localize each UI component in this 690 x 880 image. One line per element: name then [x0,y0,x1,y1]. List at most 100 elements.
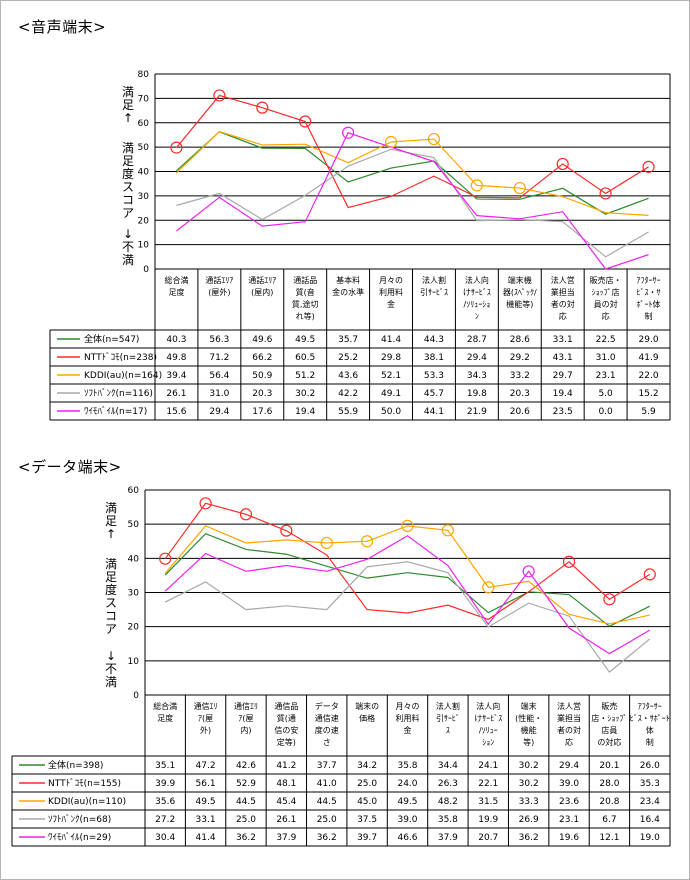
category-label: 金 [404,725,412,735]
highlight-marker [213,89,226,102]
category-label: 店員 [601,725,617,735]
category-label: 業担当 [551,287,575,297]
category-label: 質(通 [277,713,296,723]
data-value: 29.8 [381,353,401,363]
highlight-marker [642,160,655,173]
data-value: 44.5 [236,797,256,807]
highlight-marker [170,141,183,154]
data-value: 47.2 [196,761,216,771]
category-label: 金の水準 [332,287,364,297]
series-line [176,131,649,215]
data-value: 31.0 [209,389,229,399]
category-label: 法人割 [436,701,460,711]
category-label: 法人割 [422,275,446,285]
data-value: 45.4 [276,797,296,807]
series-line [176,130,649,216]
series-line [176,148,649,258]
data-value: 19.4 [553,389,573,399]
legend-label: 全体(n=547) [84,333,139,345]
y-tick-label: 0 [143,265,149,275]
data-value: 26.1 [276,815,296,825]
voice-section-title: <音声端末> [18,18,107,36]
data-value: 28.6 [510,335,530,345]
category-label: さ [323,738,331,747]
category-label: 内) [240,725,251,735]
data-value: 16.4 [640,815,660,825]
data-value: 49.1 [381,389,401,399]
category-label: 引ｻｰﾋﾞｽ [420,288,448,297]
data-value: 0.0 [598,407,613,417]
category-label: 法人向 [465,275,489,285]
category-label: 応 [602,311,610,321]
y-tick-label: 60 [128,486,140,496]
data-value: 49.5 [397,797,417,807]
data-value: 39.0 [559,779,579,789]
data-value: 56.4 [209,371,229,381]
highlight-marker [361,535,374,548]
category-label: 機能 [521,725,537,735]
category-label: 通信ｴﾘ [194,701,218,711]
voice-ylabel-mid: 満足度スコア [121,141,134,220]
y-tick-label: 60 [138,119,150,129]
category-label: 法人営 [551,275,575,285]
highlight-marker [256,101,269,114]
data-value: 29.4 [209,407,229,417]
y-tick-label: 80 [138,70,150,80]
category-label: (屋外) [208,287,230,297]
category-label: データ [315,701,339,711]
y-tick-label: 30 [128,589,140,599]
category-label: 応 [559,311,567,321]
series-line [164,533,651,628]
category-label: 機能等) [506,299,533,309]
data-value: 42.2 [338,389,358,399]
data-value: 20.8 [599,797,619,807]
data-value: 43.6 [338,371,358,381]
data-value: 37.9 [276,833,296,843]
data-value: 39.9 [155,779,175,789]
category-label: 度の速 [315,725,339,735]
highlight-marker [522,565,535,578]
category-label: 総合満 [164,275,188,285]
category-label: ｼｮﾝ [482,738,494,747]
data-value: 52.9 [236,779,256,789]
legend-label: ｿﾌﾄﾊﾞﾝｸ(n=68) [48,814,111,825]
highlight-marker [603,593,616,606]
series-line [175,94,649,209]
category-label: 月々の [396,702,420,711]
legend-label: 全体(n=398) [48,759,103,771]
data-value: 23.1 [559,815,579,825]
category-label: 通信品 [274,701,298,711]
data-value: 25.0 [317,815,337,825]
highlight-marker [556,157,569,171]
data-value: 35.7 [338,335,358,345]
data-value: 28.0 [599,779,619,789]
category-label: (屋内) [251,287,273,297]
highlight-marker [384,135,398,149]
data-value: 41.4 [196,833,216,843]
data-value: 25.0 [357,779,377,789]
data-value: 49.5 [295,335,315,345]
legend-label: KDDI(au)(n=110) [48,797,126,807]
data-value: 19.4 [295,407,315,417]
series-line [164,502,651,621]
category-label: ｱ(屋 [198,714,213,723]
data-value: 55.9 [338,407,358,417]
data-ylabel-top: 満足↑ [104,501,117,541]
data-value: 31.5 [478,797,498,807]
category-label: 端末 [521,701,537,711]
category-label: 端末の [355,701,379,711]
data-value: 50.0 [381,407,401,417]
data-value: 12.1 [599,833,619,843]
category-label: 金 [387,299,395,309]
category-label: 外) [200,725,211,735]
highlight-marker [320,536,333,550]
category-label: 通信速 [315,713,339,723]
highlight-marker [643,568,656,581]
data-value: 24.1 [478,761,498,771]
category-label: 通信ｴﾘ [234,701,258,711]
data-value: 51.2 [295,371,315,381]
data-section-title: <データ端末> [18,458,122,476]
highlight-marker [299,115,312,128]
data-value: 56.1 [196,779,216,789]
